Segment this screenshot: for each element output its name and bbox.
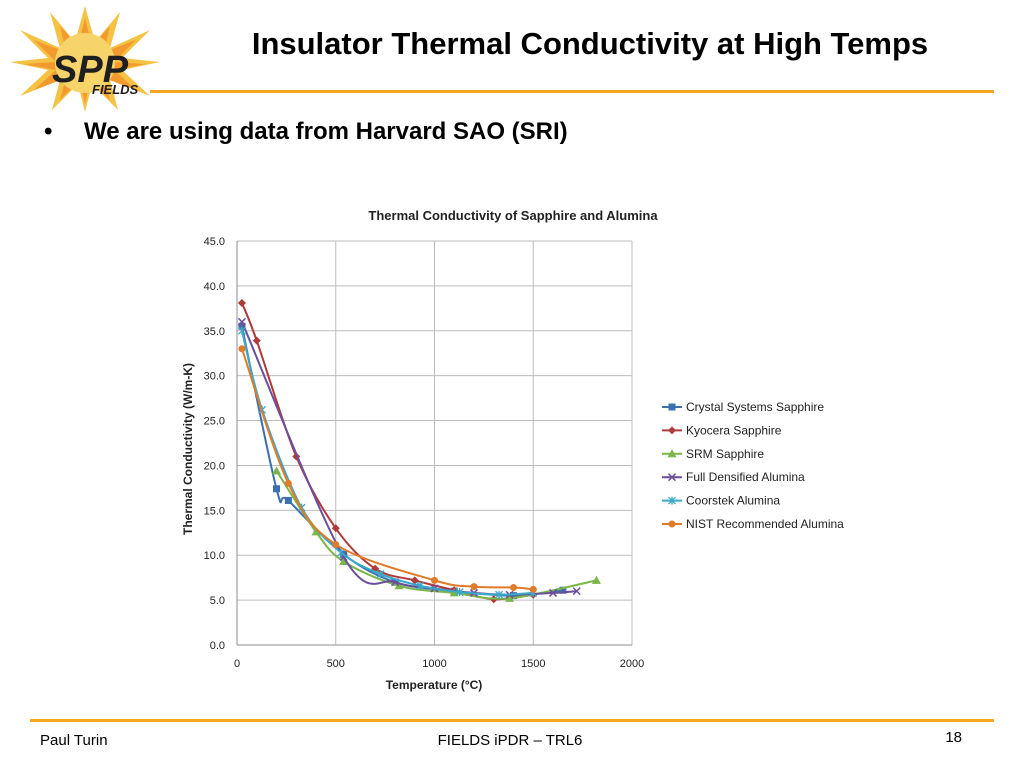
data-point xyxy=(339,557,349,566)
legend-swatch-marker xyxy=(668,496,676,505)
data-point xyxy=(591,575,601,584)
data-point xyxy=(237,317,246,326)
y-tick-label: 30.0 xyxy=(204,371,225,383)
data-point xyxy=(431,576,438,584)
data-point xyxy=(470,583,478,591)
legend-label: Full Densified Alumina xyxy=(686,470,805,484)
legend-swatch-marker xyxy=(668,403,676,411)
data-point xyxy=(332,540,340,548)
legend-label: NIST Recommended Alumina xyxy=(686,517,844,531)
y-tick-label: 35.0 xyxy=(204,326,225,338)
data-point xyxy=(529,585,537,593)
series-coorstek-alumina xyxy=(237,326,538,599)
legend-swatch-marker xyxy=(667,449,677,458)
legend-label: Kyocera Sapphire xyxy=(686,423,782,437)
footer-presentation: FIELDS iPDR – TRL6 xyxy=(437,732,583,749)
data-point xyxy=(272,466,281,475)
series-nist-recommended-alumina xyxy=(238,345,537,593)
y-tick-label: 25.0 xyxy=(204,416,225,428)
legend-entry: Full Densified Alumina xyxy=(662,470,805,484)
y-tick-label: 10.0 xyxy=(204,550,225,562)
x-tick-label: 0 xyxy=(234,658,240,670)
data-point xyxy=(238,322,246,330)
legend-swatch-marker xyxy=(668,426,676,435)
data-point xyxy=(376,570,385,579)
slide-title: Insulator Thermal Conductivity at High T… xyxy=(251,26,929,61)
x-axis-label: Temperature (°C) xyxy=(386,678,483,692)
legend-label: SRM Sapphire xyxy=(686,447,764,461)
x-tick-label: 2000 xyxy=(620,658,644,670)
x-tick-label: 1000 xyxy=(422,658,446,670)
data-point xyxy=(559,586,567,594)
legend-entry: Coorstek Alumina xyxy=(662,494,780,508)
chart-legend: Crystal Systems Sapphire Kyocera Sapphire… xyxy=(662,400,844,531)
thermal-conductivity-chart: Thermal Conductivity of Sapphire and Alu… xyxy=(181,208,844,692)
bullet-text: We are using data from Harvard SAO (SRI) xyxy=(84,118,568,145)
legend-entry: Crystal Systems Sapphire xyxy=(662,400,824,414)
spp-fields-logo: SPP FIELDS xyxy=(10,6,160,112)
data-point xyxy=(337,548,346,557)
data-point xyxy=(284,496,292,504)
series-srm-sapphire xyxy=(272,466,601,602)
data-point xyxy=(237,326,246,335)
legend-label: Coorstek Alumina xyxy=(686,494,780,508)
bullet-marker: • xyxy=(44,118,53,145)
y-tick-label: 0.0 xyxy=(210,640,225,652)
chart-title: Thermal Conductivity of Sapphire and Alu… xyxy=(368,208,658,223)
legend-entry: NIST Recommended Alumina xyxy=(662,517,844,531)
y-tick-label: 45.0 xyxy=(204,236,225,248)
legend-swatch-marker xyxy=(667,473,677,482)
data-point xyxy=(331,524,340,533)
chart-grid xyxy=(236,240,633,646)
y-axis-label: Thermal Conductivity (W/m-K) xyxy=(181,363,195,535)
y-tick-label: 15.0 xyxy=(204,505,225,517)
y-tick-label: 40.0 xyxy=(204,281,225,293)
logo-text: SPP xyxy=(52,49,129,91)
data-point xyxy=(252,336,261,345)
x-tick-label: 500 xyxy=(327,658,345,670)
y-tick-label: 5.0 xyxy=(210,595,225,607)
series-kyocera-sapphire xyxy=(237,298,538,604)
sun-icon xyxy=(10,6,160,112)
legend-entry: Kyocera Sapphire xyxy=(662,423,782,437)
data-point xyxy=(416,581,425,590)
chart-axes xyxy=(236,241,632,646)
data-point xyxy=(237,298,246,307)
page-number: 18 xyxy=(945,729,962,746)
series-crystal-systems-sapphire xyxy=(238,322,567,600)
data-point xyxy=(505,593,515,602)
data-point xyxy=(572,587,581,596)
legend-entry: SRM Sapphire xyxy=(662,447,764,461)
title-divider xyxy=(150,90,994,93)
x-tick-label: 1500 xyxy=(521,658,545,670)
logo-subtext: FIELDS xyxy=(92,82,139,97)
data-point xyxy=(548,588,558,597)
data-point xyxy=(238,345,246,353)
data-point xyxy=(394,581,404,590)
footer-divider xyxy=(30,719,994,722)
data-point xyxy=(273,485,280,493)
data-point xyxy=(311,527,321,536)
footer-author: Paul Turin xyxy=(40,732,108,749)
legend-swatch-marker xyxy=(668,520,676,528)
series-line xyxy=(240,348,534,591)
data-point xyxy=(284,479,292,487)
data-point xyxy=(455,588,464,597)
chart-series xyxy=(237,298,601,604)
series-full-densified-alumina xyxy=(237,317,581,599)
bullet-item: • We are using data from Harvard SAO (SRI… xyxy=(44,118,568,146)
series-line xyxy=(241,321,577,596)
chart-ticks: 0.0 5.0 10.0 15.0 20.0 25.0 30.0 35.0 40.0 45.0 0 5… xyxy=(204,236,645,670)
y-tick-label: 20.0 xyxy=(204,460,225,472)
legend-label: Crystal Systems Sapphire xyxy=(686,400,824,414)
data-point xyxy=(510,584,517,592)
data-point xyxy=(495,590,504,599)
